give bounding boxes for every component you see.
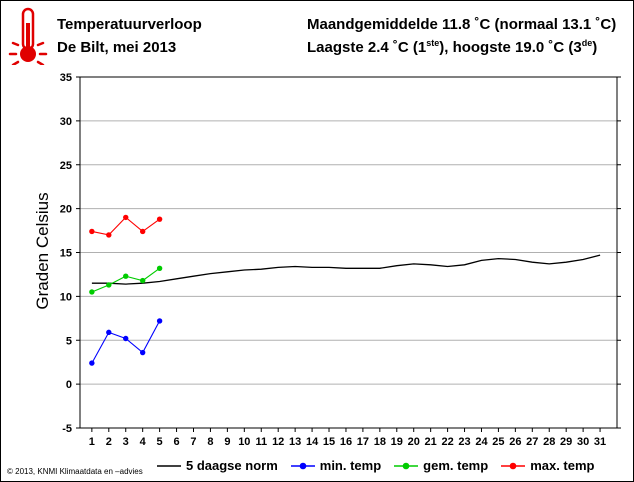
max-temp-point — [139, 228, 146, 235]
x-tick-label: 10 — [238, 436, 250, 448]
x-tick-label: 12 — [272, 436, 284, 448]
avg-temp-point — [106, 282, 112, 288]
y-tick-label: 15 — [60, 248, 72, 260]
chart-subtitle: De Bilt, mei 2013 — [57, 39, 177, 56]
x-tick-label: 14 — [306, 436, 319, 448]
x-tick-label: 17 — [357, 436, 369, 448]
x-tick-label: 27 — [526, 436, 538, 448]
x-tick-label: 3 — [123, 436, 129, 448]
legend-label: gem. temp — [423, 458, 489, 473]
legend-item-max-temp: max. temp — [500, 458, 595, 473]
x-tick-label: 19 — [391, 436, 403, 448]
monthly-average-text: Maandgemiddelde 11.8 ˚C (normaal 13.1 ˚C… — [307, 16, 617, 33]
legend-item-avg-temp: gem. temp — [393, 458, 488, 473]
legend-swatch — [394, 462, 419, 469]
avg-temp-point — [123, 273, 129, 279]
avg-temp-point — [139, 277, 146, 284]
min-temp-point — [89, 360, 95, 366]
series-norm-line — [91, 254, 601, 285]
avg-temp-point — [156, 265, 163, 271]
series-avg-temp-line — [91, 267, 160, 293]
series-min-temp-line — [91, 320, 161, 364]
x-tick-label: 6 — [173, 436, 179, 448]
min-temp-point — [139, 349, 146, 356]
min-temp-point — [123, 335, 129, 342]
legend-swatch — [157, 464, 181, 467]
y-tick-label: -5 — [62, 423, 72, 435]
max-temp-point — [123, 214, 129, 221]
legend-item-min-temp: min. temp — [290, 458, 381, 473]
min-max-text: Laagste 2.4 ˚C (1ste), hoogste 19.0 ˚C (… — [307, 38, 598, 57]
legend: 5 daagse norm min. temp gem. temp max. temp — [156, 458, 607, 473]
x-tick-label: 7 — [190, 436, 196, 448]
x-tick-label: 24 — [475, 436, 488, 448]
x-tick-label: 2 — [106, 436, 112, 448]
thermometer-icon — [8, 7, 48, 65]
x-tick-label: 28 — [543, 436, 555, 448]
min-temp-point — [156, 318, 163, 324]
x-tick-label: 13 — [289, 436, 301, 448]
x-tick-label: 30 — [577, 436, 589, 448]
y-tick-label: 35 — [60, 72, 72, 84]
x-tick-label: 26 — [509, 436, 521, 448]
x-tick-label: 20 — [408, 436, 420, 448]
x-tick-label: 1 — [89, 436, 95, 448]
y-tick-label: 30 — [60, 116, 72, 128]
x-tick-label: 8 — [207, 436, 213, 448]
x-tick-label: 22 — [441, 436, 453, 448]
x-tick-label: 21 — [425, 436, 437, 448]
max-temp-point — [106, 232, 112, 238]
x-tick-label: 31 — [594, 436, 606, 448]
legend-swatch — [290, 462, 315, 469]
legend-label: 5 daagse norm — [186, 458, 278, 473]
x-tick-label: 18 — [374, 436, 386, 448]
x-tick-label: 16 — [340, 436, 352, 448]
x-tick-label: 15 — [323, 436, 335, 448]
legend-label: min. temp — [319, 458, 382, 473]
legend-label: max. temp — [530, 458, 595, 473]
legend-item-norm: 5 daagse norm — [156, 458, 278, 473]
y-tick-label: 0 — [66, 379, 72, 391]
legend-swatch — [501, 462, 526, 469]
min-temp-point — [106, 329, 112, 336]
copyright-text: © 2013, KNMI Klimaatdata en –advies — [7, 467, 143, 476]
x-tick-label: 25 — [492, 436, 504, 448]
x-tick-label: 5 — [157, 436, 163, 448]
x-tick-label: 23 — [458, 436, 470, 448]
x-tick-label: 9 — [224, 436, 230, 448]
x-tick-label: 11 — [255, 436, 267, 448]
max-temp-point — [156, 216, 163, 222]
x-tick-label: 4 — [140, 436, 147, 448]
y-tick-label: 5 — [66, 335, 72, 347]
x-tick-label: 29 — [560, 436, 572, 448]
chart-title: Temperatuurverloop — [57, 16, 202, 33]
y-tick-label: 25 — [60, 160, 72, 172]
max-temp-point — [89, 228, 95, 235]
y-tick-label: 10 — [60, 291, 72, 303]
y-tick-label: 20 — [60, 204, 72, 216]
avg-temp-point — [89, 289, 95, 295]
